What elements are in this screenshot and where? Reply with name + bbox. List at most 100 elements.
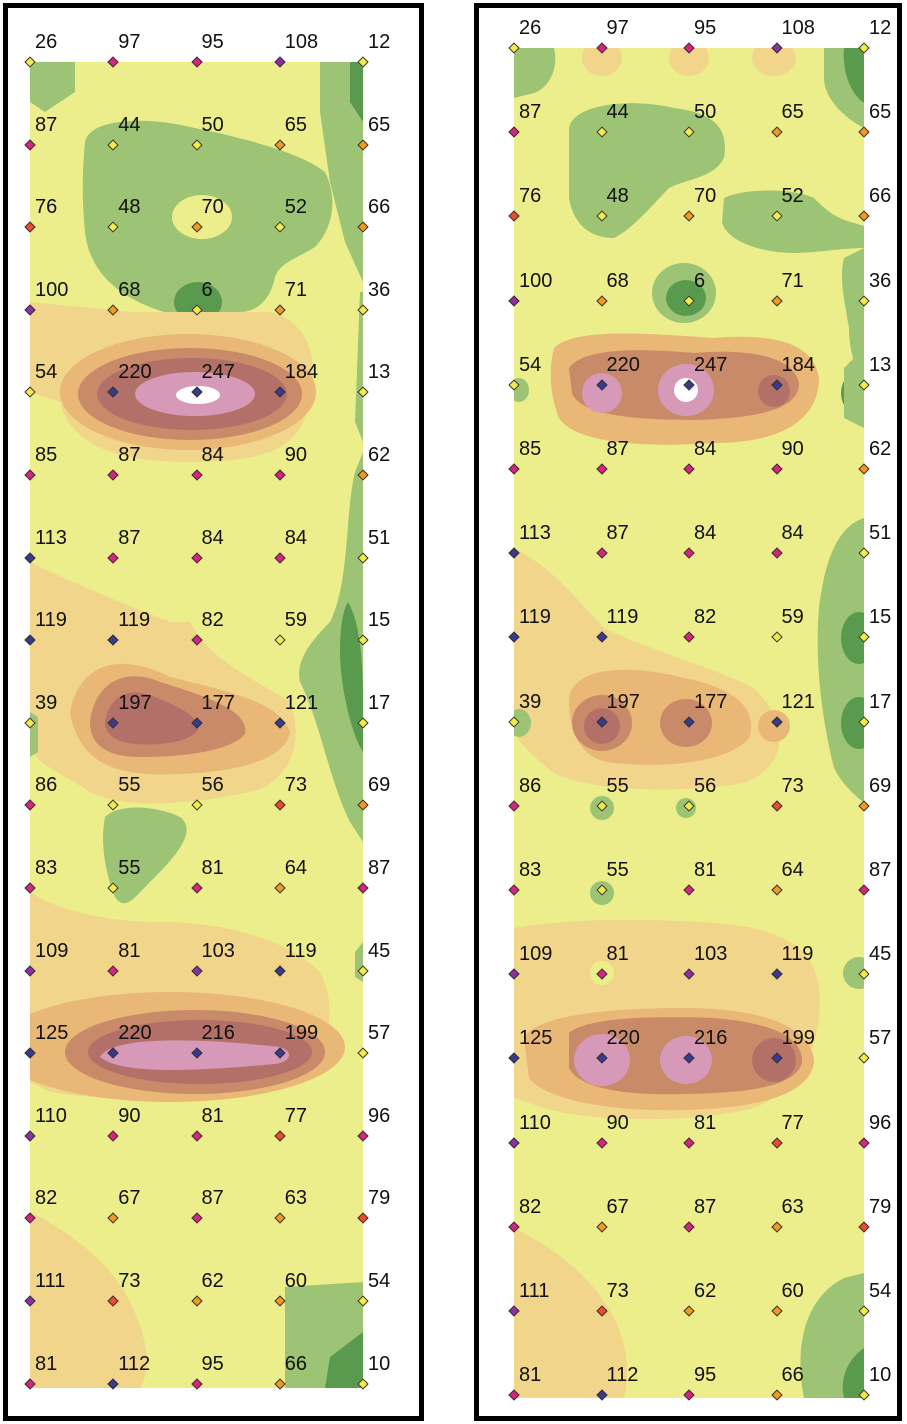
right-sample-value-label: 113 (519, 522, 551, 545)
green-zone (841, 248, 864, 378)
left-sample-value-label: 39 (35, 691, 58, 714)
left-sample-value-label: 111 (35, 1270, 66, 1292)
right-sample-value-label: 26 (519, 17, 542, 39)
right-sample-value-label: 68 (606, 269, 629, 292)
right-sample-value-label: 59 (781, 606, 804, 629)
right-sample-value-label: 125 (519, 1027, 553, 1050)
right-sample-value-label: 48 (606, 185, 629, 208)
left-sample-value-label: 57 (368, 1022, 391, 1045)
left-sample-value-label: 81 (201, 1104, 224, 1127)
dark-green-zone (841, 697, 864, 749)
right-sample-value-label: 109 (519, 943, 553, 966)
right-sample-value-label: 56 (694, 774, 717, 797)
right-sample-value-label: 76 (519, 185, 542, 208)
dark-green-zone (842, 1348, 864, 1398)
right-sample-value-label: 52 (781, 185, 804, 208)
left-sample-value-label: 119 (35, 609, 67, 632)
left-sample-value-label: 83 (35, 857, 58, 879)
green-zone (299, 452, 363, 842)
right-sample-value-label: 87 (519, 101, 542, 124)
left-sample-value-label: 12 (368, 31, 391, 53)
left-interpolation-map-panel: 26 97 95 108 12 87 44 50 65 65 76 48 70 52 66 100 68 6 71 3… (3, 3, 424, 1421)
left-sample-value-label: 90 (118, 1104, 141, 1127)
right-sample-value-label: 95 (694, 17, 717, 39)
left-sample-value-label: 71 (284, 278, 307, 301)
left-sample-value-label: 55 (118, 857, 141, 879)
green-zone (844, 348, 864, 428)
left-sample-value-label: 103 (201, 939, 235, 962)
left-sample-value-label: 87 (35, 113, 58, 136)
left-sample-value-label: 65 (368, 113, 391, 136)
dark-green-zone (841, 612, 864, 664)
right-sample-value-label: 82 (519, 1195, 542, 1218)
right-sample-value-label: 197 (606, 690, 640, 713)
right-sample-value-label: 111 (519, 1280, 550, 1302)
right-sample-value-label: 50 (694, 101, 717, 124)
green-zone (569, 103, 725, 239)
right-sample-value-label: 87 (606, 438, 629, 460)
left-sample-value-label: 82 (201, 609, 224, 632)
right-sample-value-label: 17 (869, 690, 892, 713)
left-sample-value-label: 6 (201, 278, 213, 301)
green-zone (103, 807, 187, 904)
left-sample-value-label: 100 (35, 278, 69, 301)
right-sample-value-label: 220 (606, 353, 640, 376)
left-sample-value-label: 65 (284, 113, 307, 136)
right-sample-value-label: 95 (694, 1364, 717, 1387)
right-sample-value-label: 70 (694, 185, 717, 208)
right-sample-value-label: 112 (606, 1364, 639, 1387)
dark-green-zone (843, 48, 864, 103)
right-sample-value-label: 54 (869, 1280, 892, 1302)
left-sample-value-label: 55 (118, 774, 141, 797)
left-sample-value-label: 44 (118, 113, 141, 136)
left-sample-value-label: 59 (284, 609, 307, 632)
right-sample-value-label: 6 (694, 269, 706, 292)
left-sample-value-label: 95 (201, 1352, 224, 1375)
yellow-island (172, 195, 232, 239)
left-sample-value-label: 97 (118, 31, 141, 53)
left-sample-value-label: 82 (35, 1187, 58, 1210)
green-zone (722, 190, 864, 253)
left-sample-value-label: 62 (201, 1270, 224, 1292)
right-sample-value-label: 45 (869, 943, 892, 966)
left-sample-value-label: 26 (35, 31, 58, 53)
left-sample-value-label: 96 (368, 1104, 391, 1127)
left-contour-surface (30, 62, 363, 1388)
left-sample-value-label: 56 (201, 774, 224, 797)
right-sample-value-label: 62 (694, 1280, 717, 1302)
right-sample-value-label: 39 (519, 690, 542, 713)
left-sample-value-label: 81 (201, 857, 224, 879)
left-sample-value-label: 68 (118, 278, 141, 301)
left-sample-value-label: 69 (368, 774, 391, 797)
left-sample-value-label: 52 (284, 196, 307, 219)
left-sample-value-label: 199 (284, 1022, 319, 1045)
left-sample-value-label: 73 (284, 774, 307, 797)
right-sample-value-label: 86 (519, 774, 542, 797)
right-sample-value-label: 77 (781, 1111, 804, 1134)
left-sample-value-label: 60 (284, 1270, 307, 1292)
right-sample-value-label: 12 (869, 17, 892, 39)
left-sample-value-label: 15 (368, 609, 391, 632)
left-sample-value-label: 87 (201, 1187, 224, 1210)
dark-green-zone (340, 602, 363, 752)
right-sample-value-label: 81 (694, 1111, 717, 1134)
left-sample-value-label: 184 (284, 361, 319, 384)
left-sample-value-label: 50 (201, 113, 224, 136)
green-zone (355, 292, 363, 442)
left-sample-value-label: 73 (118, 1270, 141, 1292)
right-sample-value-label: 220 (606, 1027, 640, 1050)
right-sample-value-label: 67 (606, 1195, 629, 1218)
left-sample-value-label: 87 (118, 444, 141, 466)
left-sample-value-label: 17 (368, 691, 391, 714)
right-sample-value-label: 84 (694, 522, 717, 545)
right-sample-value-label: 199 (781, 1027, 815, 1050)
left-sample-value-label: 79 (368, 1187, 391, 1210)
light-orange-zone (30, 1212, 147, 1388)
left-sample-value-label: 125 (35, 1022, 69, 1045)
left-sample-value-label: 70 (201, 196, 224, 219)
right-sample-value-label: 110 (519, 1111, 551, 1134)
left-sample-value-label: 84 (284, 526, 307, 549)
left-sample-value-label: 247 (201, 361, 235, 384)
left-sample-value-label: 13 (368, 361, 391, 384)
right-sample-value-label: 247 (694, 353, 728, 376)
